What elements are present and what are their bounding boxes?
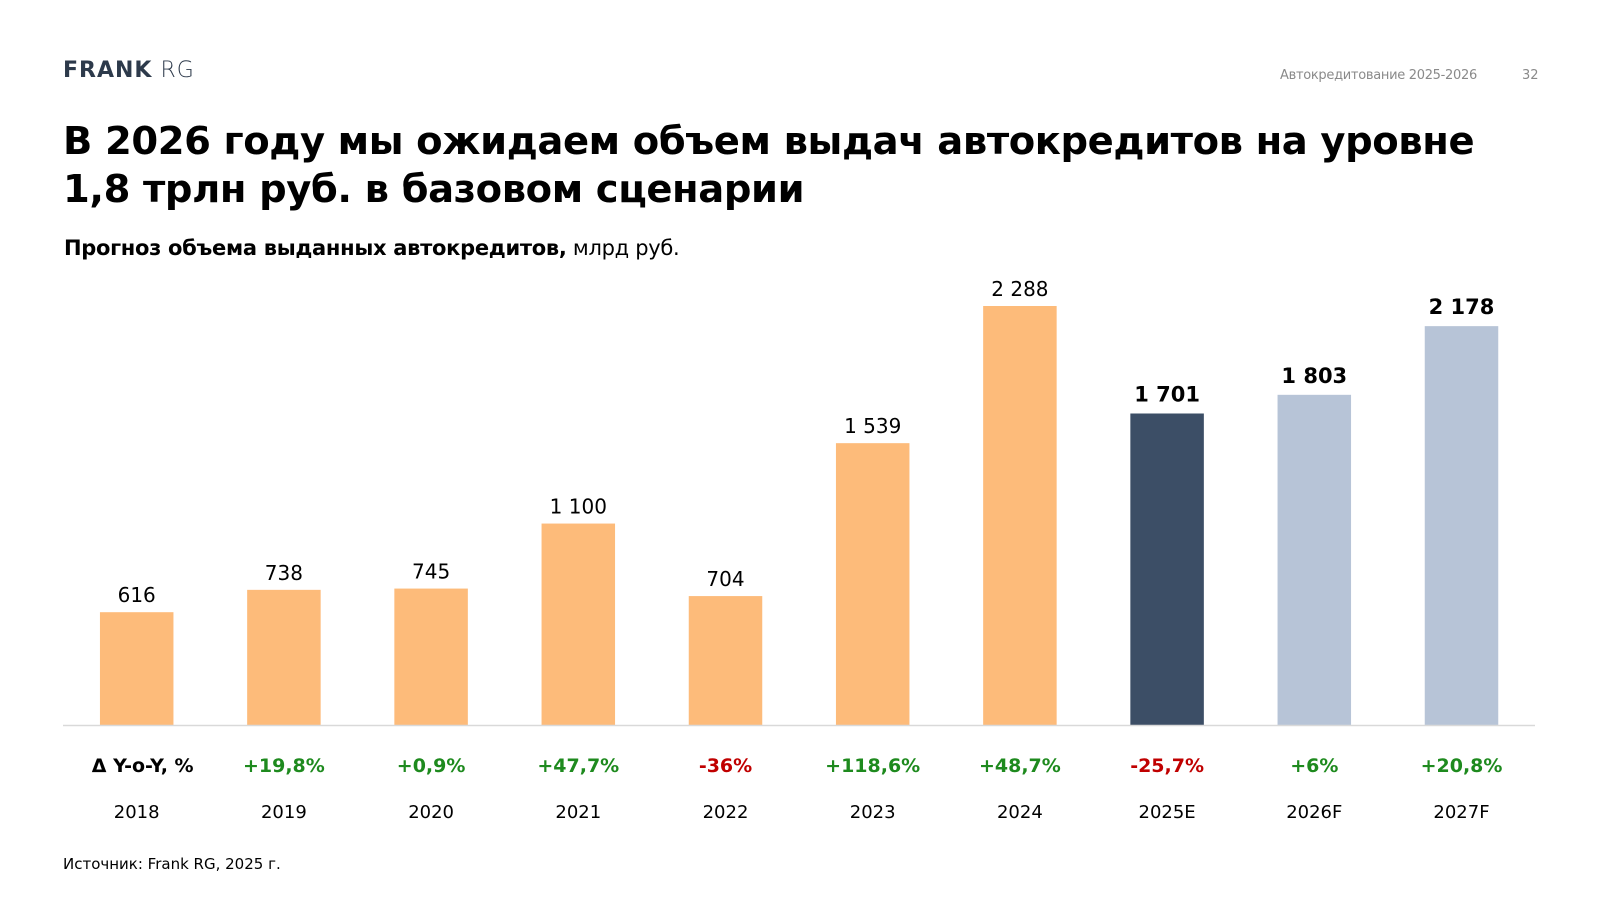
year-label-2018: 2018 xyxy=(114,802,160,823)
value-label-2023: 1 539 xyxy=(844,414,901,438)
value-label-2018: 616 xyxy=(118,583,156,607)
year-label-2023: 2023 xyxy=(850,802,896,823)
bar-2026F xyxy=(1277,394,1352,725)
value-label-2025E: 1 701 xyxy=(1134,382,1200,406)
value-label-2026F: 1 803 xyxy=(1281,364,1347,388)
year-label-2022: 2022 xyxy=(703,802,749,823)
yoy-header: Δ Y-o-Y, % xyxy=(92,755,194,777)
year-label-2021: 2021 xyxy=(555,802,601,823)
value-label-2021: 1 100 xyxy=(550,495,607,519)
year-label-2019: 2019 xyxy=(261,802,307,823)
source-note: Источник: Frank RG, 2025 г. xyxy=(63,855,281,873)
yoy-label-2026F: +6% xyxy=(1290,755,1338,777)
bar-2025E xyxy=(1130,413,1204,725)
frank-rg-logo: FRANK RG xyxy=(63,58,195,83)
bar-2020 xyxy=(394,588,468,725)
chart-subtitle: Прогноз объема выданных автокредитов, мл… xyxy=(64,236,680,260)
value-label-2019: 738 xyxy=(265,561,303,585)
value-label-2022: 704 xyxy=(706,567,744,591)
yoy-label-2019: +19,8% xyxy=(243,755,325,777)
bar-2018 xyxy=(99,612,174,725)
yoy-label-2020: +0,9% xyxy=(397,755,466,777)
page-title: В 2026 году мы ожидаем объем выдач авток… xyxy=(63,119,1475,212)
year-label-2020: 2020 xyxy=(408,802,454,823)
value-label-2024: 2 288 xyxy=(991,277,1048,301)
year-label-2025E: 2025E xyxy=(1139,802,1196,823)
year-label-2027F: 2027F xyxy=(1433,802,1489,823)
yoy-label-2024: +48,7% xyxy=(979,755,1061,777)
bar-2022 xyxy=(688,596,763,725)
value-label-2027F: 2 178 xyxy=(1429,295,1495,319)
year-label-2024: 2024 xyxy=(997,802,1043,823)
bar-2021 xyxy=(541,523,616,725)
bar-2023 xyxy=(835,443,910,725)
value-label-2020: 745 xyxy=(412,560,450,584)
bar-2027F xyxy=(1424,326,1499,725)
yoy-label-2025E: -25,7% xyxy=(1130,755,1204,777)
deck-title: Автокредитование 2025-2026 xyxy=(1280,68,1477,83)
yoy-label-2023: +118,6% xyxy=(825,755,920,777)
page-number: 32 xyxy=(1522,68,1539,83)
year-label-2026F: 2026F xyxy=(1286,802,1342,823)
yoy-label-2027F: +20,8% xyxy=(1421,755,1503,777)
yoy-label-2021: +47,7% xyxy=(537,755,619,777)
bar-2019 xyxy=(247,589,321,725)
bar-2024 xyxy=(983,306,1057,725)
yoy-label-2022: -36% xyxy=(699,755,752,777)
